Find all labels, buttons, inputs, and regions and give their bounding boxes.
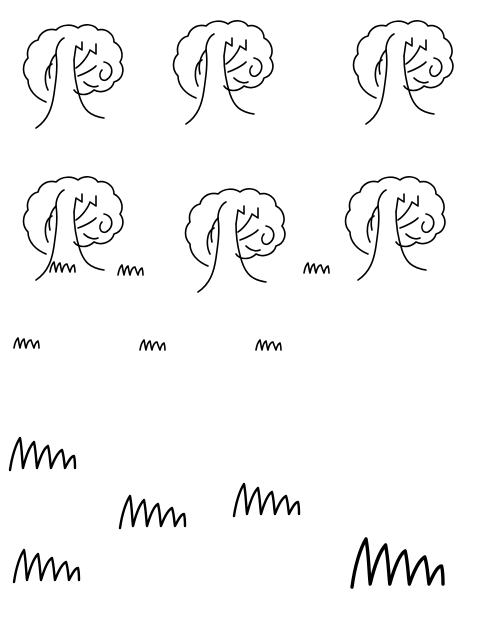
tree-6 [344, 175, 446, 281]
grass-4 [13, 337, 40, 349]
grass-6 [255, 339, 282, 351]
grass-2 [117, 264, 144, 276]
grass-7 [8, 436, 77, 472]
grass-8 [118, 494, 187, 530]
tree-2 [172, 19, 274, 125]
grass-1 [49, 261, 76, 273]
tree-3 [352, 19, 454, 125]
tree-1 [22, 23, 124, 129]
tree-5 [184, 187, 286, 293]
grass-3 [303, 262, 330, 274]
grass-10 [12, 548, 81, 584]
grass-5 [139, 339, 166, 351]
grass-9 [232, 482, 301, 518]
tree-4 [22, 175, 124, 281]
grass-11 [350, 537, 445, 589]
